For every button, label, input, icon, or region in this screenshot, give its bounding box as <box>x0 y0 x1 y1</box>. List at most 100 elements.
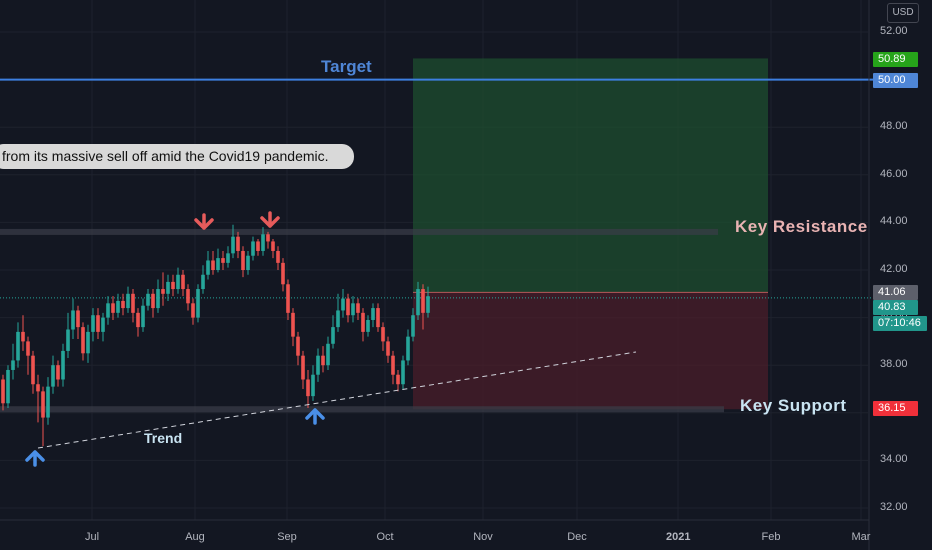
candle-body <box>326 343 330 366</box>
key-resistance-label: Key Resistance <box>735 217 868 236</box>
candle-body <box>286 284 290 313</box>
price-tick-label: 42.00 <box>880 263 908 275</box>
candle-body <box>196 289 200 318</box>
candle-body <box>381 327 385 342</box>
price-tick-label: 38.00 <box>880 358 908 371</box>
candle-body <box>266 234 270 242</box>
candle-body <box>81 327 85 354</box>
candle-body <box>136 312 140 328</box>
candle-body <box>146 293 150 306</box>
candle-body <box>281 262 285 285</box>
candle-body <box>401 360 405 385</box>
resistance-band <box>0 228 718 235</box>
candle-body <box>186 289 190 304</box>
candle-body <box>396 374 400 385</box>
time-tick-label: Sep <box>277 531 297 543</box>
candle-body <box>181 274 185 290</box>
candle-body <box>176 274 180 290</box>
candle-body <box>251 241 255 256</box>
candle-body <box>66 329 70 351</box>
candle-body <box>316 355 320 375</box>
candle-body <box>311 374 315 397</box>
arrow-up-icon <box>25 450 45 467</box>
candle-body <box>96 315 100 332</box>
price-label-badge: 41.06 <box>873 285 918 300</box>
price-label-badge: 50.00 <box>873 73 918 88</box>
profit-zone <box>413 58 768 293</box>
candle-body <box>341 298 345 311</box>
candle-body <box>226 253 230 263</box>
candle-body <box>1 379 5 404</box>
candle-body <box>201 274 205 290</box>
candle-body <box>26 341 30 356</box>
price-label-badge: 50.89 <box>873 52 918 67</box>
time-tick-label: 2021 <box>666 531 691 543</box>
candle-body <box>406 336 410 361</box>
candle-body <box>151 293 155 309</box>
candle-body <box>101 317 105 332</box>
price-tick-label: 32.00 <box>880 501 908 513</box>
candle-body <box>141 305 145 328</box>
candle-body <box>121 300 125 309</box>
candle-body <box>256 241 260 251</box>
price-tick-label: 46.00 <box>880 167 908 180</box>
candle-body <box>91 315 95 332</box>
candle-body <box>426 296 430 313</box>
candle-body <box>366 319 370 332</box>
candle-body <box>131 293 135 313</box>
candle-body <box>156 289 160 309</box>
candle-body <box>166 281 170 294</box>
candle-body <box>241 250 245 270</box>
time-tick-label: Dec <box>567 531 587 543</box>
price-tick-label: 34.00 <box>880 453 908 466</box>
support-band <box>0 406 724 413</box>
candle-body <box>331 327 335 344</box>
time-tick-label: Aug <box>185 531 205 543</box>
time-tick-label: Oct <box>376 531 394 543</box>
candle-body <box>46 386 50 418</box>
candle-body <box>386 341 390 356</box>
candle-body <box>111 303 115 313</box>
note-annotation[interactable]: from its massive sell off amid the Covid… <box>0 144 354 169</box>
candle-body <box>346 298 350 316</box>
candle-body <box>76 310 80 328</box>
candle-body <box>361 312 365 332</box>
candle-body <box>271 241 275 251</box>
arrow-up-icon <box>305 408 325 425</box>
candle-body <box>261 234 265 251</box>
candle-body <box>116 300 120 313</box>
price-tick-label: 44.00 <box>880 215 908 228</box>
candle-body <box>391 355 395 375</box>
candle-body <box>216 258 220 270</box>
candle-body <box>6 369 10 404</box>
time-tick-label: Jul <box>84 531 100 543</box>
candle-body <box>321 355 325 366</box>
candle-body <box>276 250 280 263</box>
price-label-badge: 36.15 <box>873 401 918 416</box>
trend-label: Trend <box>144 430 183 446</box>
candle-body <box>36 384 40 392</box>
candle-body <box>11 360 15 370</box>
trend-line <box>37 351 637 449</box>
candle-body <box>351 303 355 316</box>
candle-body <box>246 255 250 270</box>
price-tick-label: 52.00 <box>880 25 908 37</box>
note-text: from its massive sell off amid the Covid… <box>2 148 329 164</box>
candle-body <box>411 315 415 337</box>
candle-body <box>126 293 130 309</box>
candle-body <box>416 289 420 316</box>
candle-body <box>371 308 375 320</box>
arrow-down-icon <box>260 211 280 228</box>
candle-body <box>221 258 225 263</box>
candle-body <box>336 310 340 328</box>
candle-body <box>56 365 60 380</box>
price-label-badge: 40.83 <box>873 300 918 315</box>
candle-body <box>211 260 215 270</box>
candle-body <box>296 336 300 356</box>
currency-badge[interactable]: USD <box>887 3 919 23</box>
target-label: Target <box>321 57 372 76</box>
price-tick-label: 48.00 <box>880 120 908 133</box>
candle-body <box>61 350 65 380</box>
